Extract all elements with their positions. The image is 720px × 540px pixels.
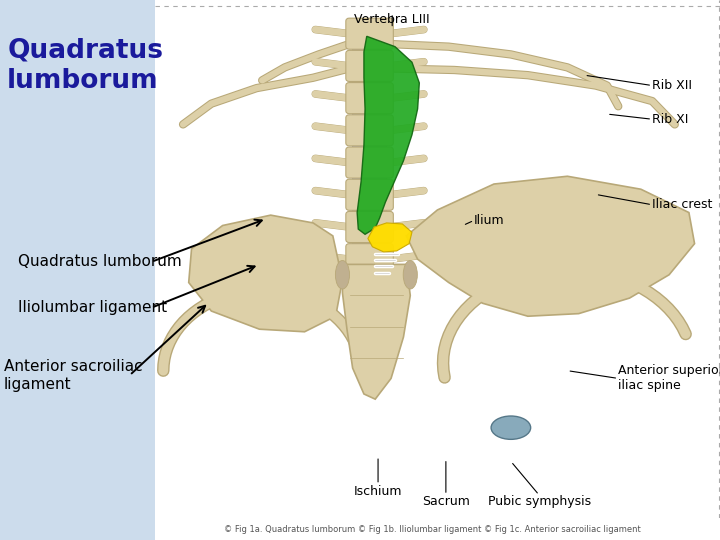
- Ellipse shape: [352, 110, 387, 118]
- Text: Ischium: Ischium: [354, 485, 402, 498]
- Text: Quadratus
lumborum: Quadratus lumborum: [7, 38, 163, 94]
- Ellipse shape: [352, 174, 387, 183]
- FancyBboxPatch shape: [346, 244, 393, 275]
- FancyBboxPatch shape: [346, 83, 393, 114]
- FancyBboxPatch shape: [346, 179, 393, 210]
- Text: Rib XI: Rib XI: [652, 113, 688, 126]
- Polygon shape: [343, 265, 410, 399]
- Ellipse shape: [352, 78, 387, 86]
- FancyBboxPatch shape: [346, 50, 393, 82]
- Polygon shape: [368, 223, 412, 252]
- Polygon shape: [357, 36, 419, 234]
- Text: © Fig 1a. Quadratus lumborum © Fig 1b. Iliolumbar ligament © Fig 1c. Anterior sa: © Fig 1a. Quadratus lumborum © Fig 1b. I…: [224, 524, 640, 534]
- Ellipse shape: [491, 416, 531, 440]
- FancyBboxPatch shape: [346, 147, 393, 178]
- Text: Quadratus lumborum: Quadratus lumborum: [18, 254, 181, 269]
- Text: Iliolumbar ligament: Iliolumbar ligament: [18, 300, 167, 315]
- Polygon shape: [406, 176, 695, 316]
- Text: Anterior sacroiliac
ligament: Anterior sacroiliac ligament: [4, 359, 143, 392]
- Ellipse shape: [336, 260, 349, 289]
- FancyBboxPatch shape: [346, 115, 393, 146]
- Ellipse shape: [352, 207, 387, 215]
- Text: Vertebra LIII: Vertebra LIII: [354, 13, 430, 26]
- FancyBboxPatch shape: [346, 18, 393, 49]
- Ellipse shape: [352, 239, 387, 247]
- Ellipse shape: [352, 143, 387, 151]
- Text: Iliac crest: Iliac crest: [652, 198, 713, 211]
- Text: Ilium: Ilium: [474, 214, 505, 227]
- Polygon shape: [189, 215, 343, 332]
- Ellipse shape: [352, 46, 387, 54]
- FancyBboxPatch shape: [346, 212, 393, 242]
- Ellipse shape: [403, 260, 418, 289]
- Text: Rib XII: Rib XII: [652, 79, 692, 92]
- Text: Sacrum: Sacrum: [422, 495, 470, 508]
- Text: Anterior superior
iliac spine: Anterior superior iliac spine: [618, 364, 720, 393]
- Text: Pubic symphysis: Pubic symphysis: [487, 495, 590, 508]
